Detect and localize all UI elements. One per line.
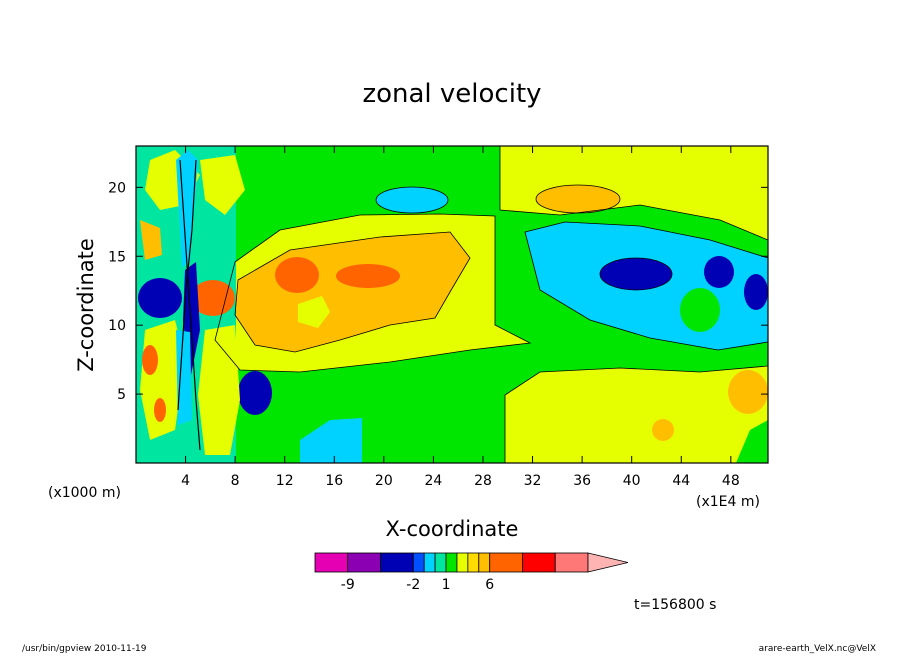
footer-left: /usr/bin/gpview 2010-11-19 (22, 644, 147, 654)
field-region (336, 264, 400, 288)
contour-line (214, 213, 532, 373)
y-unit-label: (x1000 m) (48, 485, 121, 501)
colorbar (314, 552, 629, 573)
field-region (140, 220, 162, 260)
field-region (176, 330, 192, 425)
colorbar-swatch (347, 552, 381, 573)
y-tick-label: 5 (117, 387, 126, 403)
x-tick-label: 32 (524, 473, 542, 489)
colorbar-swatch (467, 552, 480, 573)
colorbar-tick-label: 6 (485, 577, 494, 593)
field-region (744, 274, 768, 310)
contour-line (375, 186, 449, 214)
field-region (138, 278, 182, 318)
field-region (505, 366, 768, 463)
colorbar-swatch (380, 552, 414, 573)
field-region (191, 280, 235, 316)
x-tick-label: 40 (623, 473, 641, 489)
y-tick-label: 15 (108, 249, 126, 265)
x-tick-label: 16 (325, 473, 343, 489)
field-region (680, 288, 720, 332)
colorbar-swatch (489, 552, 523, 573)
x-tick-label: 36 (573, 473, 591, 489)
field-region (200, 155, 245, 215)
plot-frame (135, 145, 769, 464)
contour-line (599, 257, 673, 291)
x-tick-label: 28 (474, 473, 492, 489)
x-tick-label: 12 (276, 473, 294, 489)
colorbar-swatch (412, 552, 425, 573)
x-tick-label: 20 (375, 473, 393, 489)
field-region (300, 418, 362, 463)
colorbar-ticks: -9 -2 1 6 (341, 577, 494, 593)
contour-line (179, 159, 201, 451)
x-tick-label: 44 (672, 473, 690, 489)
contour-line (234, 231, 471, 353)
y-tick-label: 10 (108, 318, 126, 334)
x-tick-label: 4 (181, 473, 190, 489)
plot-area (136, 146, 768, 463)
contour-line (524, 221, 768, 351)
field-region (704, 256, 734, 288)
field-region (736, 420, 768, 463)
colorbar-tick-label: -9 (341, 577, 355, 593)
x-unit-label: (x1E4 m) (696, 494, 760, 510)
y-tick-label: 20 (108, 180, 126, 196)
contour-line (177, 159, 197, 411)
x-axis: 4 8 12 16 20 24 28 32 36 40 44 48 (181, 146, 740, 489)
colorbar-swatch (478, 552, 491, 573)
colorbar-swatch (445, 552, 458, 573)
footer-right: arare-earth_VelX.nc@VelX (759, 644, 876, 654)
x-axis-title: X-coordinate (386, 517, 519, 541)
colorbar-swatch (456, 552, 469, 573)
y-axis: 5 10 15 20 (108, 180, 768, 403)
field-region (728, 370, 768, 414)
colorbar-swatch (434, 552, 447, 573)
colorbar-arrow (587, 552, 629, 573)
x-tick-label: 8 (231, 473, 240, 489)
field-region (238, 371, 272, 415)
colorbar-swatch (522, 552, 556, 573)
field-region (298, 296, 330, 328)
colorbar-tick-label: -2 (406, 577, 420, 593)
contour-line (504, 365, 768, 463)
time-label: t=156800 s (634, 597, 716, 613)
contour-line (499, 146, 768, 241)
field-region (275, 257, 319, 293)
field-region (536, 185, 620, 213)
contour-line (535, 184, 621, 214)
field-region (376, 187, 448, 213)
x-tick-label: 48 (722, 473, 740, 489)
colorbar-swatch (314, 552, 349, 573)
colorbar-swatch (554, 552, 589, 573)
field-region (652, 419, 674, 441)
field-region (600, 258, 672, 290)
x-tick-label: 24 (424, 473, 442, 489)
colorbar-tick-label: 1 (442, 577, 451, 593)
colorbar-swatch (423, 552, 436, 573)
chart-title: zonal velocity (362, 79, 541, 109)
field-region (500, 146, 768, 240)
field-region (154, 398, 166, 422)
y-axis-title: Z-coordinate (74, 238, 98, 372)
field-region (142, 345, 158, 375)
